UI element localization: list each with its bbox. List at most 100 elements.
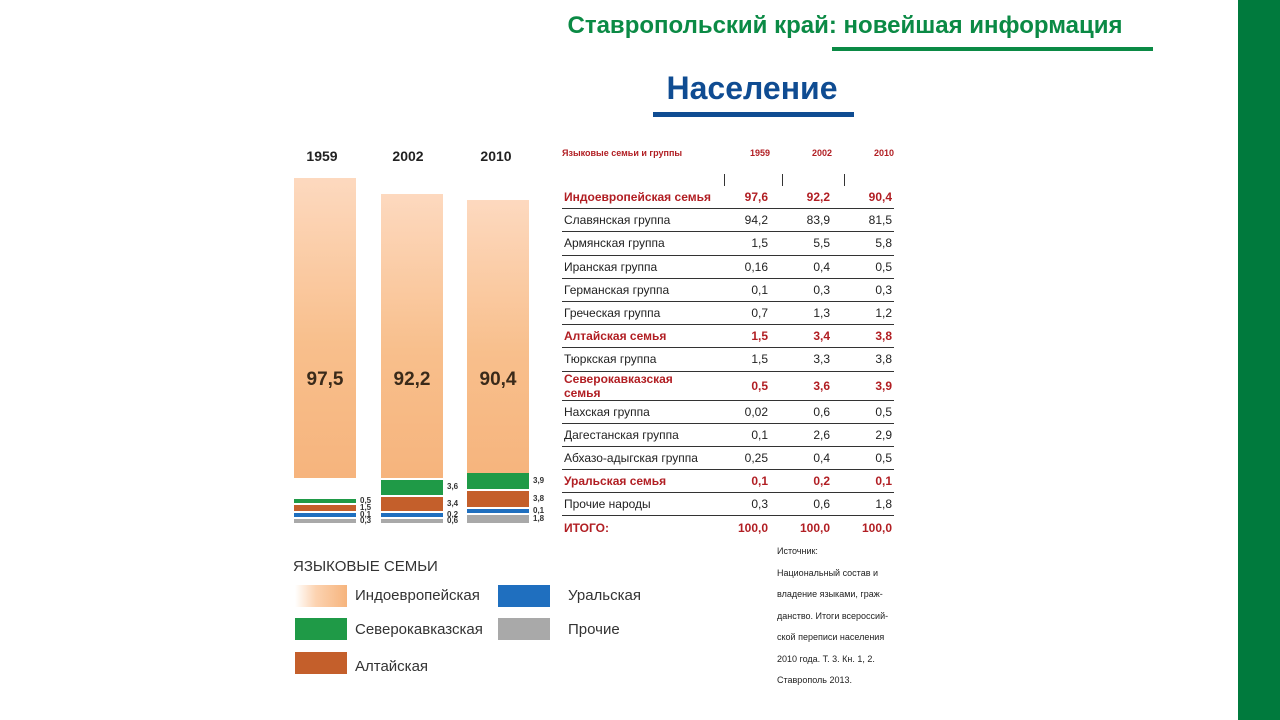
table-row: Армянская группа 1,5 5,5 5,8: [562, 231, 894, 256]
segment-value-label-1959: 0,5: [360, 495, 372, 505]
table-cell-name: Дагестанская группа: [562, 423, 712, 447]
table-row: Прочие народы 0,3 0,6 1,8: [562, 492, 894, 517]
legend-label-nc: Северокавказская: [355, 621, 483, 638]
language-families-table: Языковые семьи и группы 1959 2002 2010 И…: [562, 140, 894, 539]
segment-value-label-2002: 0,6: [447, 516, 459, 525]
table-header-1959: 1959: [749, 148, 770, 158]
table-cell-value: 0,16: [712, 255, 770, 279]
table-cell-value: 1,8: [832, 492, 894, 517]
table-tick: [844, 174, 845, 186]
table-cell-value: 3,3: [770, 347, 832, 372]
bar-uralic-2010: [467, 509, 529, 514]
table-cell-value: 83,9: [770, 208, 832, 233]
table-cell-value: 5,8: [832, 231, 894, 256]
table-header-row: Языковые семьи и группы 1959 2002 2010: [562, 140, 894, 174]
table-cell-value: 0,1: [712, 423, 770, 447]
table-cell-value: 0,1: [712, 469, 770, 494]
table-header-2010: 2010: [873, 148, 894, 158]
table-row: Абхазо-адыгская группа 0,25 0,4 0,5: [562, 446, 894, 471]
segment-value-label-2002: 0,2: [447, 510, 459, 519]
bar-north-caucasian-1959: [294, 498, 356, 503]
table-cell-value: 3,8: [832, 347, 894, 372]
table-cell-value: 97,6: [712, 186, 770, 210]
legend-swatch-indo: [295, 585, 347, 607]
bar-other-2010: [467, 515, 529, 523]
segment-value-label-2002: 3,4: [447, 498, 459, 508]
table-cell-value: 0,2: [770, 469, 832, 494]
table-cell-value: 1,3: [770, 301, 832, 326]
table-cell-value: 100,0: [799, 520, 830, 535]
segment-value-label-1959: 0,1: [360, 510, 372, 519]
bar-indo-european-1959: [294, 178, 356, 478]
table-cell-value: 0,3: [712, 492, 770, 517]
table-cell-value: 3,9: [832, 371, 894, 401]
bar-value-label-1959: 97,5: [306, 369, 344, 390]
legend-label-ural: Уральская: [568, 587, 641, 604]
table-cell-value: 0,5: [832, 255, 894, 279]
table-cell-name: Нахская группа: [562, 400, 712, 424]
legend-label-alt: Алтайская: [355, 658, 429, 675]
table-cell-value: 0,3: [832, 278, 894, 302]
table-row: Германская группа 0,1 0,3 0,3: [562, 278, 894, 302]
table-cell-value: 0,4: [770, 446, 832, 471]
bar-altaic-2010: [467, 491, 529, 508]
table-cell-value: 0,6: [770, 400, 832, 424]
legend-swatch-other: [498, 618, 550, 640]
table-cell-name: Германская группа: [562, 278, 712, 302]
table-row: Греческая группа 0,7 1,3 1,2: [562, 301, 894, 326]
table-cell-value: 5,5: [770, 231, 832, 256]
table-row: Славянская группа 94,2 83,9 81,5: [562, 208, 894, 233]
bar-altaic-2002: [381, 496, 443, 511]
legend-label-indo: Индоевропейская: [355, 587, 480, 604]
year-label-2002: 2002: [392, 148, 424, 164]
table-row: Индоевропейская семья 97,6 92,2 90,4: [562, 186, 894, 210]
table-cell-value: 0,6: [770, 492, 832, 517]
bar-north-caucasian-2010: [467, 473, 529, 490]
source-line: Источник:: [777, 546, 818, 556]
legend-swatch-nc: [295, 618, 347, 640]
table-cell-name: Уральская семья: [562, 469, 712, 494]
table-row: Северокавказская семья 0,5 3,6 3,9: [562, 371, 894, 401]
bar-altaic-1959: [294, 504, 356, 511]
segment-value-label-2010: 3,8: [533, 494, 545, 504]
table-cell-value: 2,6: [770, 423, 832, 447]
legend-swatch-alt: [295, 652, 347, 674]
table-cell-value: 0,3: [770, 278, 832, 302]
table-cell-name: Греческая группа: [562, 301, 712, 326]
legend-swatch-ural: [498, 585, 550, 607]
bar-value-label-2002: 92,2: [393, 369, 431, 390]
bar-uralic-2002: [381, 513, 443, 517]
bar-other-1959: [294, 519, 356, 523]
bar-uralic-1959: [294, 513, 356, 517]
table-cell-value: 0,1: [832, 469, 894, 494]
table-cell-value: 100,0: [861, 520, 892, 535]
source-note: Источник: Национальный состав и владение я…: [777, 541, 917, 692]
segment-value-label-1959: 0,3: [360, 516, 372, 525]
table-row: Уральская семья 0,1 0,2 0,1: [562, 469, 894, 494]
source-line: владение языками, граж-: [777, 589, 883, 599]
table-header-name: Языковые семьи и группы: [562, 148, 683, 158]
table-cell-value: 1,2: [832, 301, 894, 326]
slide-header-title: Ставропольский край: новейшая информация: [567, 12, 1123, 39]
table-tick-row: [562, 174, 894, 186]
table-cell-value: 92,2: [770, 186, 832, 210]
section-title: Население: [666, 70, 838, 106]
table-row: Дагестанская группа 0,1 2,6 2,9: [562, 423, 894, 447]
segment-value-label-2002: 3,6: [447, 482, 459, 492]
table-cell-name: ИТОГО:: [564, 520, 609, 535]
table-cell-value: 0,4: [770, 255, 832, 279]
table-cell-value: 0,25: [712, 446, 770, 471]
table-cell-value: 0,5: [832, 446, 894, 471]
source-line: Национальный состав и: [777, 567, 879, 578]
table-cell-name: Армянская группа: [562, 231, 712, 256]
bar-indo-european-2002: [381, 194, 443, 478]
table-cell-name: Тюркская группа: [562, 347, 712, 372]
table-cell-value: 94,2: [712, 208, 770, 233]
table-cell-value: 3,4: [770, 324, 832, 349]
source-line: ской переписи населения: [777, 632, 885, 642]
table-cell-name: Индоевропейская семья: [562, 186, 712, 210]
table-cell-value: 0,5: [832, 400, 894, 424]
table-cell-value: 3,8: [832, 324, 894, 349]
table-cell-value: 1,5: [712, 324, 770, 349]
table-cell-value: 81,5: [832, 208, 894, 233]
